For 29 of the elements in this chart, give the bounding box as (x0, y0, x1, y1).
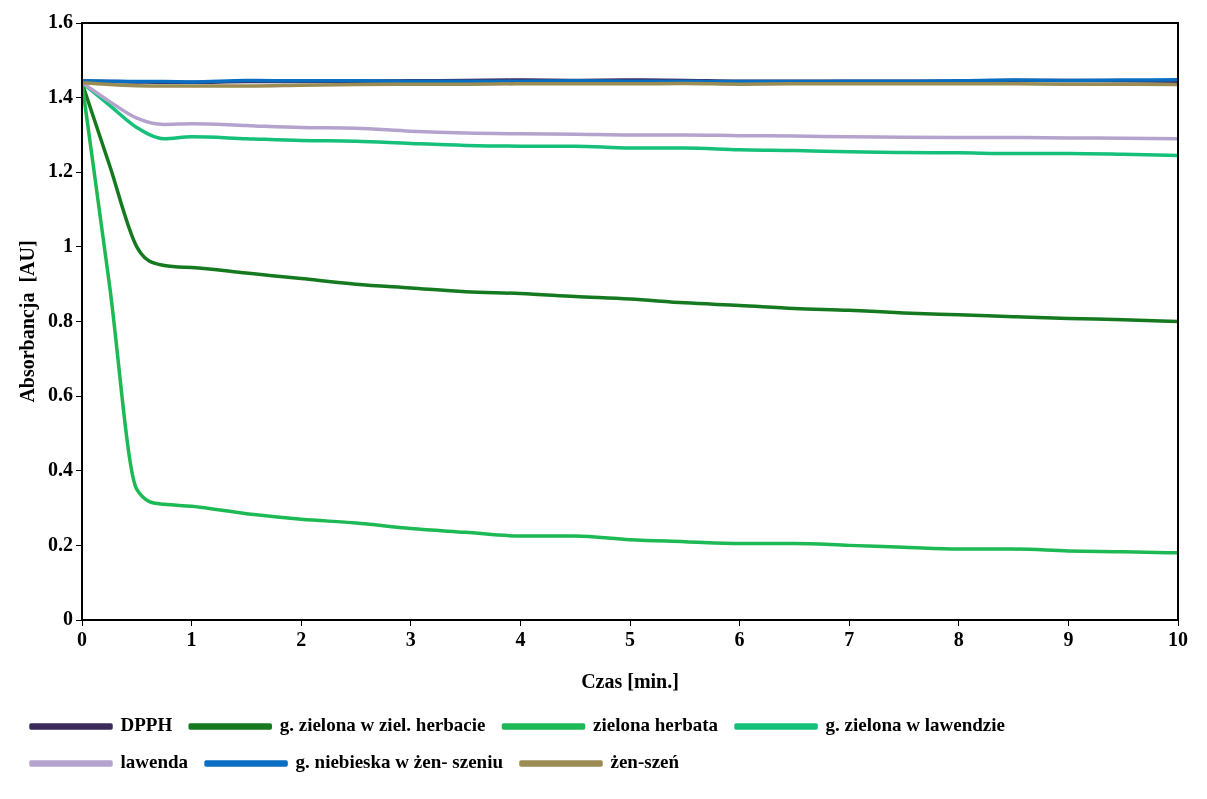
legend-label: g. zielona w lawendzie (825, 714, 1005, 736)
x-tick-label: 2 (296, 628, 307, 651)
x-tick-label: 9 (1063, 628, 1074, 651)
y-tick-label: 1 (63, 234, 73, 257)
legend-label: g. niebieska w żen- szeniu (295, 751, 504, 773)
y-tick-label: 1.2 (48, 159, 73, 182)
y-tick-label: 1.4 (48, 84, 73, 107)
y-tick-label: 0.2 (48, 532, 73, 555)
x-axis-title: Czas [min.] (581, 670, 679, 693)
legend-label: DPPH (120, 714, 173, 736)
y-tick-label: 0.8 (48, 308, 73, 331)
y-tick-label: 0.6 (48, 383, 73, 406)
legend-label: żen-szeń (610, 751, 680, 773)
x-tick-label: 4 (515, 628, 526, 651)
x-tick-label: 6 (734, 628, 745, 651)
y-tick-label: 1.6 (48, 10, 73, 33)
y-axis-title: Absorbancja [AU] (16, 240, 40, 403)
y-tick-label: 0.4 (48, 457, 73, 480)
legend-label: g. zielona w ziel. herbacie (279, 714, 486, 736)
x-tick-label: 3 (405, 628, 416, 651)
y-tick-label: 0 (63, 607, 73, 630)
x-tick-label: 7 (844, 628, 855, 651)
x-tick-label: 5 (625, 628, 635, 651)
x-tick-label: 8 (953, 628, 964, 651)
legend-label: lawenda (120, 751, 189, 773)
x-tick-label: 0 (77, 628, 87, 651)
x-tick-label: 10 (1168, 628, 1188, 651)
legend-label: zielona herbata (592, 714, 719, 736)
x-tick-label: 1 (186, 628, 197, 651)
